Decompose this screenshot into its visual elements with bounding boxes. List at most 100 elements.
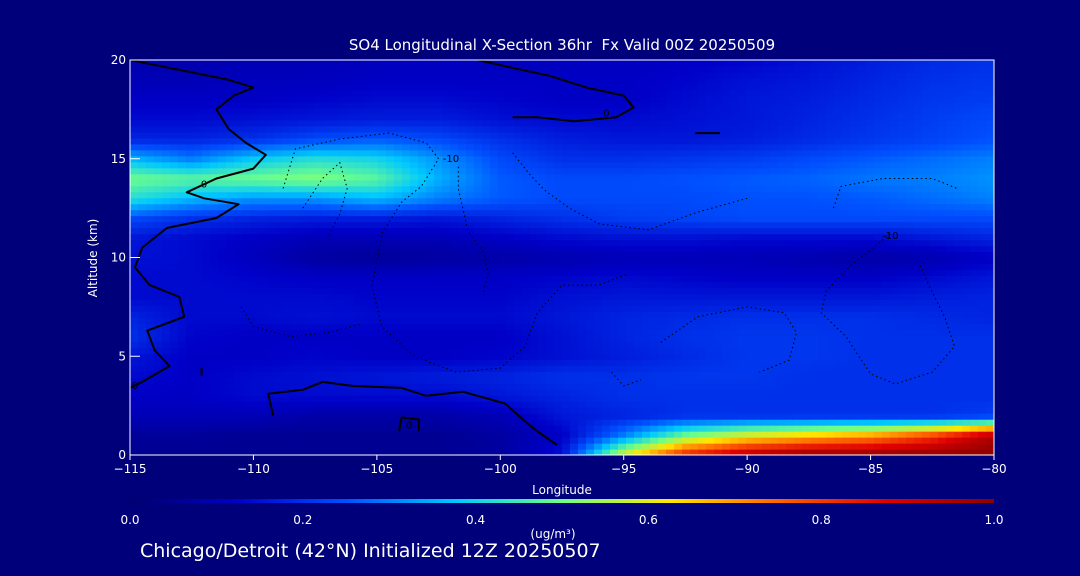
heatmap-cell	[162, 437, 171, 444]
heatmap-cell	[962, 281, 971, 289]
heatmap-cell	[938, 437, 947, 444]
heatmap-cell	[530, 245, 539, 253]
heatmap-cell	[618, 395, 627, 402]
heatmap-cell	[306, 335, 315, 342]
heatmap-cell	[626, 245, 635, 253]
heatmap-cell	[186, 353, 195, 360]
heatmap-cell	[794, 293, 803, 300]
heatmap-cell	[306, 299, 315, 306]
heatmap-cell	[234, 275, 243, 283]
heatmap-cell	[418, 341, 427, 348]
heatmap-cell	[210, 239, 219, 247]
heatmap-cell	[674, 275, 683, 283]
heatmap-cell	[458, 185, 467, 193]
heatmap-cell	[170, 221, 179, 229]
heatmap-cell	[986, 413, 994, 420]
heatmap-cell	[682, 215, 691, 223]
heatmap-cell	[850, 185, 859, 193]
heatmap-cell	[946, 251, 955, 259]
heatmap-cell	[226, 203, 235, 211]
heatmap-cell	[170, 395, 179, 402]
heatmap-cell	[586, 335, 595, 342]
heatmap-cell	[290, 377, 299, 384]
heatmap-cell	[434, 275, 443, 283]
heatmap-cell	[914, 353, 923, 360]
heatmap-cell	[146, 347, 155, 354]
heatmap-cell	[690, 257, 699, 265]
heatmap-cell	[298, 299, 307, 306]
heatmap-cell	[946, 311, 955, 318]
heatmap-cell	[906, 179, 915, 187]
heatmap-cell	[938, 311, 947, 318]
heatmap-cell	[154, 287, 163, 294]
heatmap-cell	[818, 341, 827, 348]
heatmap-cell	[194, 443, 203, 450]
heatmap-cell	[178, 359, 187, 366]
heatmap-cell	[474, 413, 483, 420]
heatmap-cell	[322, 245, 331, 253]
heatmap-cell	[914, 305, 923, 312]
heatmap-cell	[354, 329, 363, 336]
heatmap-cell	[170, 353, 179, 360]
heatmap-cell	[410, 191, 419, 199]
heatmap-cell	[666, 341, 675, 348]
heatmap-cell	[890, 329, 899, 336]
heatmap-cell	[594, 437, 603, 444]
heatmap-cell	[434, 281, 443, 289]
heatmap-cell	[298, 359, 307, 366]
heatmap-cell	[378, 413, 387, 420]
heatmap-cell	[530, 449, 539, 455]
heatmap-cell	[946, 419, 955, 426]
heatmap-cell	[746, 371, 755, 378]
heatmap-cell	[418, 335, 427, 342]
heatmap-cell	[130, 185, 139, 193]
heatmap-cell	[746, 275, 755, 283]
heatmap-cell	[874, 227, 883, 235]
heatmap-cell	[410, 383, 419, 390]
heatmap-cell	[506, 323, 515, 330]
heatmap-cell	[234, 329, 243, 336]
heatmap-cell	[882, 281, 891, 289]
heatmap-cell	[178, 335, 187, 342]
heatmap-cell	[210, 269, 219, 277]
heatmap-cell	[962, 233, 971, 241]
heatmap-cell	[138, 257, 147, 265]
heatmap-cell	[882, 197, 891, 205]
heatmap-cell	[370, 215, 379, 223]
heatmap-cell	[810, 179, 819, 187]
heatmap-cell	[674, 317, 683, 324]
heatmap-cell	[890, 347, 899, 354]
heatmap-cell	[266, 203, 275, 211]
heatmap-cell	[730, 419, 739, 426]
heatmap-cell	[722, 215, 731, 223]
heatmap-cell	[898, 419, 907, 426]
heatmap-cell	[810, 251, 819, 259]
heatmap-cell	[866, 431, 875, 438]
heatmap-cell	[530, 317, 539, 324]
heatmap-cell	[738, 239, 747, 247]
heatmap-cell	[874, 233, 883, 241]
heatmap-cell	[210, 185, 219, 193]
heatmap-cell	[234, 245, 243, 253]
heatmap-cell	[202, 233, 211, 241]
heatmap-cell	[922, 245, 931, 253]
heatmap-cell	[338, 347, 347, 354]
heatmap-cell	[370, 281, 379, 289]
heatmap-cell	[826, 293, 835, 300]
heatmap-cell	[618, 413, 627, 420]
heatmap-cell	[442, 413, 451, 420]
heatmap-cell	[474, 395, 483, 402]
heatmap-cell	[474, 401, 483, 408]
heatmap-cell	[818, 329, 827, 336]
heatmap-cell	[306, 317, 315, 324]
heatmap-cell	[890, 317, 899, 324]
heatmap-cell	[906, 401, 915, 408]
heatmap-cell	[258, 311, 267, 318]
heatmap-cell	[778, 323, 787, 330]
heatmap-cell	[978, 233, 987, 241]
heatmap-cell	[546, 197, 555, 205]
heatmap-cell	[754, 413, 763, 420]
heatmap-cell	[746, 341, 755, 348]
heatmap-cell	[474, 245, 483, 253]
heatmap-cell	[370, 389, 379, 396]
